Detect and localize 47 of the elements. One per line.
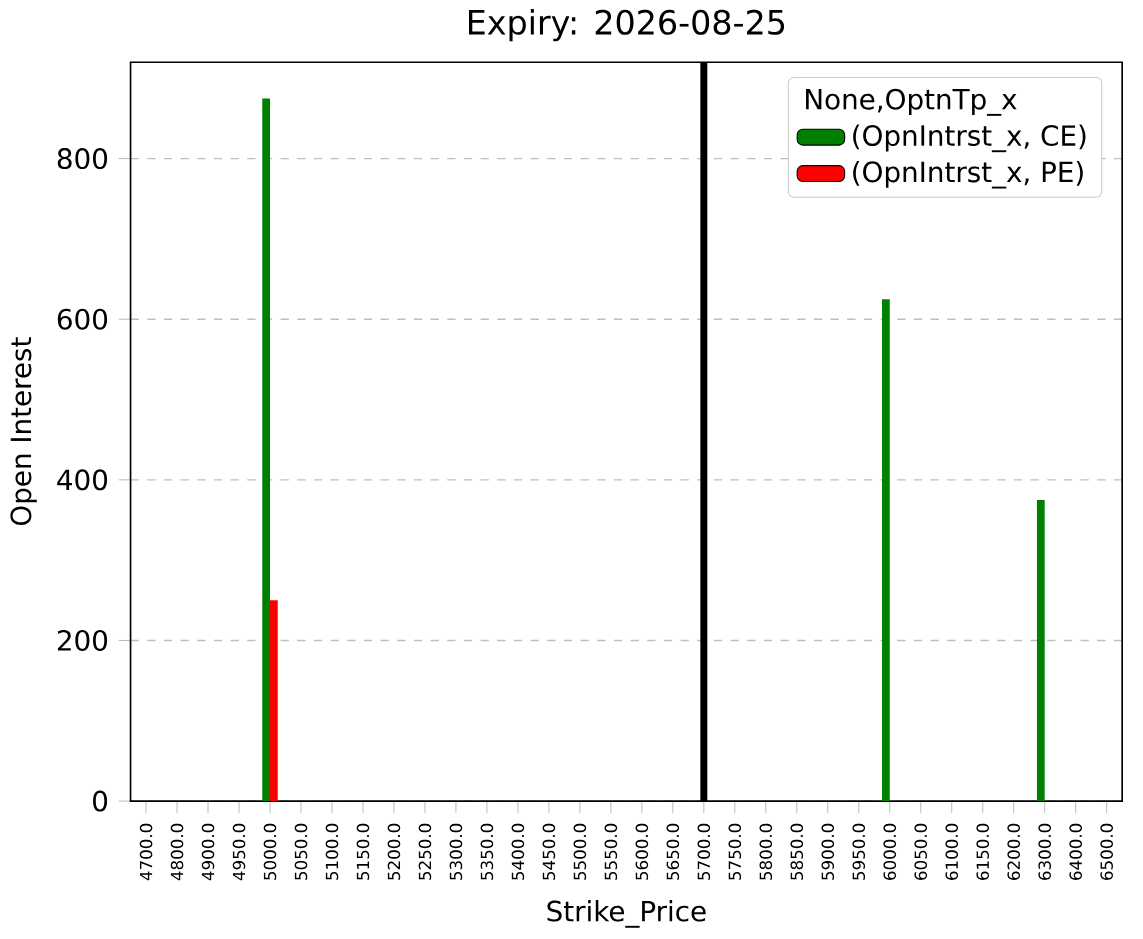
legend-label: (OpnIntrst_x, CE) [853,124,1086,153]
x-tick-label: 4700.0 [139,823,153,881]
x-tick-label: 5700.0 [697,823,711,880]
legend-label: (OpnIntrst_x, PE) [853,161,1083,189]
y-tick-label: 400 [57,469,108,491]
x-tick-label: 6000.0 [883,823,897,880]
x-tick-label: 5500.0 [573,823,587,880]
x-tick-label: 5050.0 [294,823,308,880]
y-axis-title: Open Interest [10,337,37,526]
x-tick-label: 5850.0 [790,823,804,880]
x-tick-label: 6400.0 [1069,823,1082,880]
y-tick-label: 200 [57,630,108,652]
x-tick-label: 5150.0 [356,823,370,880]
x-tick-label: 6300.0 [1038,823,1051,880]
bar [1036,500,1045,802]
x-tick-label: 5600.0 [635,823,649,880]
x-tick-label: 6150.0 [976,823,990,880]
bar [262,98,270,802]
x-tick-label: 5800.0 [759,823,773,880]
x-tick-label: 5250.0 [418,823,432,880]
x-tick-label: 6100.0 [945,823,959,880]
y-tick-label: 0 [93,790,108,812]
chart-title: Expiry: 2026-08-25 [468,9,785,42]
x-tick-label: 6050.0 [914,823,928,880]
x-tick-label: 5650.0 [666,823,680,880]
legend-title: None,OptnTp_x [806,88,1017,116]
y-tick-label: 800 [57,148,108,170]
x-tick-label: 5450.0 [542,823,556,880]
bar [882,299,890,802]
x-tick-label: 5100.0 [325,823,339,880]
x-tick-label: 5300.0 [449,823,463,880]
x-tick-label: 4800.0 [170,823,184,881]
x-tick-label: 6500.0 [1100,823,1113,880]
x-tick-label: 5200.0 [387,823,401,880]
x-tick-label: 5950.0 [852,823,866,880]
x-tick-label: 5900.0 [821,823,835,880]
x-tick-label: 5400.0 [511,823,525,880]
x-tick-label: 4900.0 [201,823,215,881]
x-tick-label: 5000.0 [263,823,277,880]
x-axis-title: Strike_Price [547,900,706,928]
x-tick-label: 5750.0 [728,823,742,880]
x-tick-label: 6200.0 [1007,823,1020,880]
x-tick-label: 5350.0 [480,823,494,880]
x-tick-label: 5550.0 [604,823,618,880]
y-tick-label: 600 [57,308,108,330]
bar [270,600,278,802]
x-tick-label: 4950.0 [232,823,246,881]
